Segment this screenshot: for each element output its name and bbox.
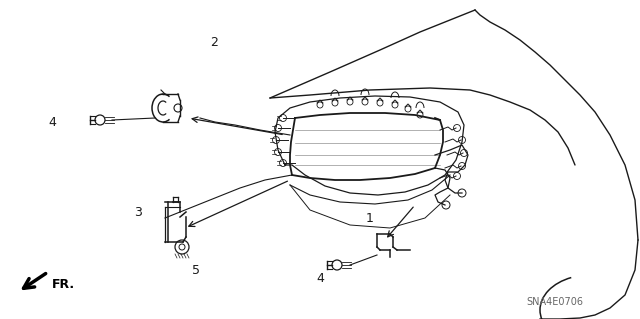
Text: 4: 4 (316, 271, 324, 285)
Text: FR.: FR. (52, 278, 75, 292)
Text: 1: 1 (366, 211, 374, 225)
Text: 2: 2 (210, 36, 218, 49)
Text: 3: 3 (134, 206, 142, 219)
Text: SNA4E0706: SNA4E0706 (527, 297, 584, 307)
Text: 4: 4 (48, 115, 56, 129)
Text: 5: 5 (192, 263, 200, 277)
